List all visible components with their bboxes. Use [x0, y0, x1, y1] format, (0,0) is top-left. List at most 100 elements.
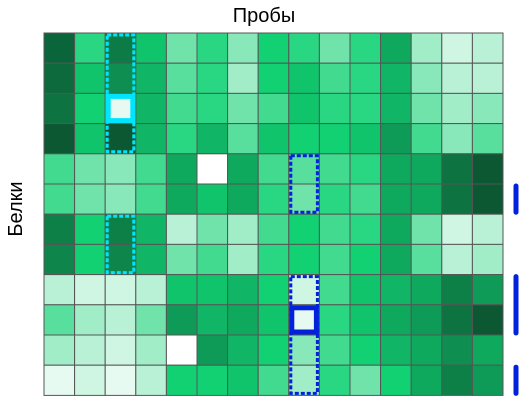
heatmap-cell: [74, 274, 106, 306]
heatmap-cell: [288, 183, 320, 215]
heatmap-cell: [380, 92, 412, 125]
heatmap-cell: [227, 183, 259, 215]
heatmap-cell: [104, 243, 137, 276]
heatmap-cell: [471, 334, 504, 366]
heatmap-cell: [441, 32, 473, 64]
heatmap-cell: [471, 183, 504, 215]
heatmap-cell: [43, 304, 76, 336]
heatmap-cell: [165, 364, 198, 396]
heatmap-cell: [471, 62, 504, 94]
highlight-box-dashed: [105, 33, 136, 154]
heatmap-cell: [349, 123, 382, 155]
heatmap-cell: [104, 123, 137, 155]
heatmap-cell: [104, 183, 137, 215]
heatmap-cell: [410, 364, 443, 396]
heatmap-cell: [349, 243, 382, 276]
heatmap-cell: [410, 183, 443, 215]
heatmap-cell: [257, 274, 290, 306]
heatmap-cell: [410, 92, 443, 125]
heatmap-cell: [227, 304, 259, 336]
heatmap-cell: [104, 153, 137, 185]
heatmap-cell: [318, 183, 351, 215]
heatmap-cell: [441, 213, 473, 245]
heatmap-cell: [410, 32, 443, 64]
heatmap-cell: [288, 123, 320, 155]
heatmap-cell: [380, 304, 412, 336]
heatmap-cell: [471, 364, 504, 396]
heatmap-cell: [257, 364, 290, 396]
heatmap-cell: [227, 32, 259, 64]
heatmap-cell: [441, 334, 473, 366]
heatmap-cell: [257, 304, 290, 336]
heatmap-cell: [257, 123, 290, 155]
heatmap-cell: [74, 334, 106, 366]
heatmap-cell: [165, 153, 198, 185]
heatmap-cell: [165, 32, 198, 64]
heatmap-cell: [288, 274, 320, 306]
heatmap-cell: [349, 62, 382, 94]
heatmap-cell: [165, 304, 198, 336]
heatmap-cell: [196, 213, 229, 245]
heatmap-cell: [227, 92, 259, 125]
heatmap-cell: [288, 92, 320, 125]
heatmap-cell: [471, 274, 504, 306]
heatmap-cell: [441, 62, 473, 94]
heatmap-cell: [318, 243, 351, 276]
heatmap-cell: [318, 123, 351, 155]
heatmap-cells: [43, 32, 504, 396]
heatmap-cell: [227, 123, 259, 155]
heatmap-cell: [380, 243, 412, 276]
heatmap-cell: [288, 243, 320, 276]
chart-title: Пробы: [233, 5, 295, 27]
heatmap-cell: [227, 62, 259, 94]
heatmap-cell: [43, 274, 76, 306]
heatmap-cell: [288, 62, 320, 94]
heatmap-cell: [74, 92, 106, 125]
heatmap-cell: [318, 32, 351, 64]
heatmap-cell: [196, 92, 229, 125]
heatmap-cell: [288, 364, 320, 396]
heatmap-cell: [227, 334, 259, 366]
heatmap-cell: [74, 62, 106, 94]
highlight-box-dashed: [289, 275, 319, 395]
highlight-box-solid: [105, 93, 136, 124]
heatmap-cell: [227, 364, 259, 396]
heatmap-cell: [104, 32, 137, 64]
heatmap-cell: [135, 123, 167, 155]
heatmap-cell: [410, 334, 443, 366]
heatmap-cell: [165, 243, 198, 276]
heatmap-cell: [380, 213, 412, 245]
heatmap-cell: [441, 123, 473, 155]
heatmap-cell: [104, 62, 137, 94]
heatmap-cell: [410, 274, 443, 306]
heatmap-cell: [380, 334, 412, 366]
heatmap-cell: [318, 213, 351, 245]
heatmap-cell: [441, 243, 473, 276]
heatmap-cell: [74, 364, 106, 396]
heatmap-cell: [257, 153, 290, 185]
heatmap-cell: [74, 123, 106, 155]
heatmap-cell: [441, 274, 473, 306]
heatmap-cell: [135, 334, 167, 366]
heatmap-cell: [165, 334, 198, 366]
heatmap-cell: [471, 304, 504, 336]
heatmap-cell: [135, 32, 167, 64]
heatmap-cell: [43, 32, 76, 64]
heatmap-cell: [257, 334, 290, 366]
heatmap-cell: [43, 243, 76, 276]
highlight-boxes: [105, 33, 319, 395]
heatmap-cell: [318, 334, 351, 366]
heatmap-cell: [471, 213, 504, 245]
heatmap-cell: [227, 213, 259, 245]
heatmap-cell: [43, 62, 76, 94]
heatmap-cell: [257, 183, 290, 215]
heatmap-cell: [441, 304, 473, 336]
heatmap-cell: [165, 213, 198, 245]
heatmap-cell: [471, 243, 504, 276]
heatmap-cell: [135, 243, 167, 276]
heatmap-cell: [471, 32, 504, 64]
heatmap-cell: [349, 213, 382, 245]
heatmap-cell: [227, 243, 259, 276]
heatmap-cell: [196, 183, 229, 215]
